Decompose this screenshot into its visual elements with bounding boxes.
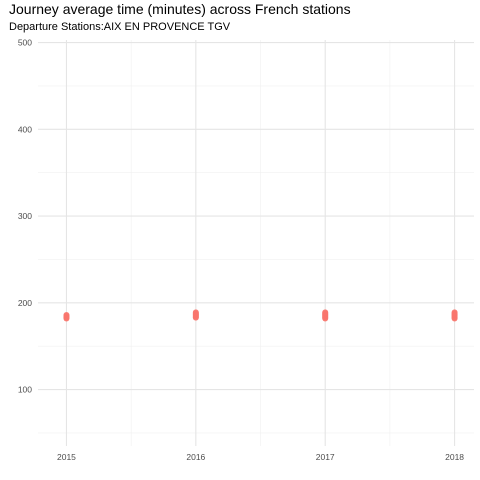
chart-title: Journey average time (minutes) across Fr… <box>9 1 351 17</box>
data-point <box>451 309 458 316</box>
data-point <box>322 309 329 316</box>
data-point <box>63 312 70 319</box>
x-tick-label: 2017 <box>316 452 335 462</box>
y-tick-label: 400 <box>18 124 32 134</box>
data-point <box>192 309 199 316</box>
x-tick-label: 2015 <box>57 452 76 462</box>
y-tick-label: 100 <box>18 385 32 395</box>
y-tick-label: 500 <box>18 38 32 48</box>
x-tick-label: 2018 <box>445 452 464 462</box>
chart-subtitle: Departure Stations:AIX EN PROVENCE TGV <box>9 21 231 33</box>
y-tick-label: 300 <box>18 211 32 221</box>
x-tick-label: 2016 <box>186 452 205 462</box>
y-tick-label: 200 <box>18 298 32 308</box>
